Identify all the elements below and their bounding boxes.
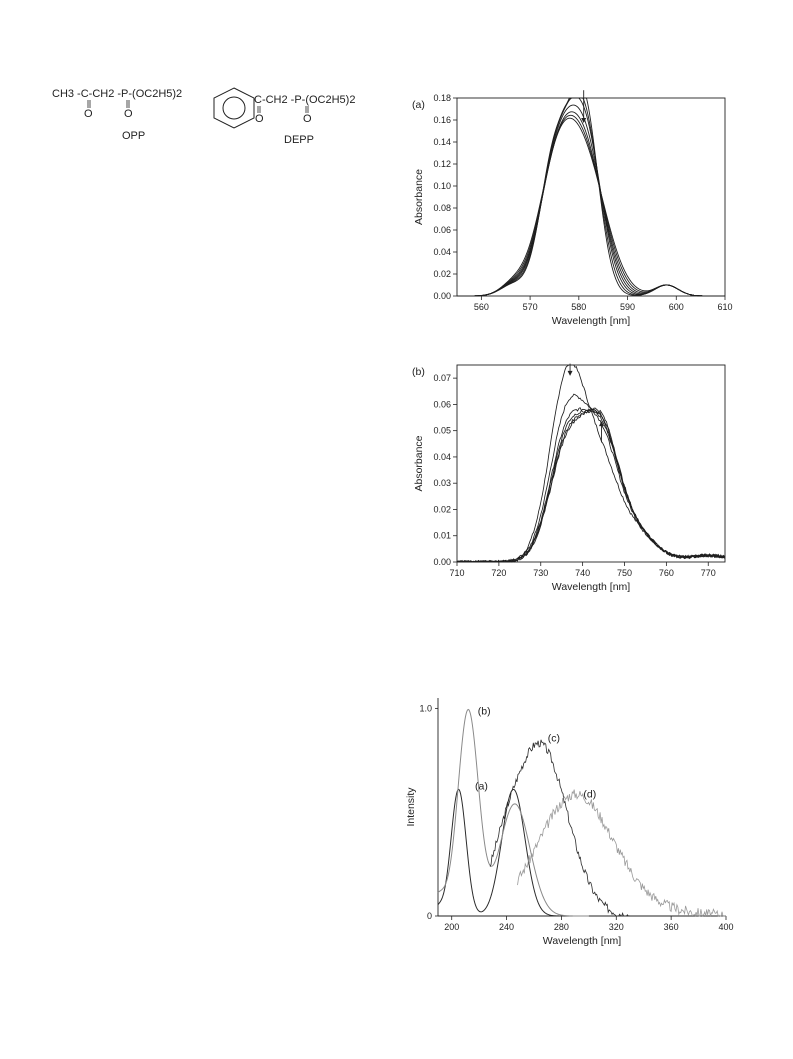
spectrum-line xyxy=(457,111,725,297)
spectrum-line xyxy=(457,97,725,297)
y-tick-label: 0.12 xyxy=(433,159,451,169)
x-tick-label: 320 xyxy=(609,922,624,932)
x-tick-label: 750 xyxy=(617,568,632,578)
depp-carbonyl-oxygen: O xyxy=(255,113,264,125)
y-tick-label: 0.04 xyxy=(433,247,451,257)
y-tick-label: 1.0 xyxy=(419,703,432,713)
y-tick-label: 0.18 xyxy=(433,93,451,103)
y-tick-label: 0.03 xyxy=(433,478,451,488)
x-tick-label: 200 xyxy=(444,922,459,932)
y-tick-label: 0.07 xyxy=(433,373,451,383)
series-line xyxy=(437,788,589,917)
panel-label-b: (b) xyxy=(412,366,425,378)
plot-frame xyxy=(456,364,726,563)
series-line xyxy=(437,708,589,917)
x-tick-label: 610 xyxy=(717,302,732,312)
y-tick-label: 0.01 xyxy=(433,531,451,541)
x-tick-label: 280 xyxy=(554,922,569,932)
arrowhead-icon xyxy=(598,421,604,427)
x-tick-label: 770 xyxy=(701,568,716,578)
y-tick-label: 0.02 xyxy=(433,269,451,279)
spectrum-line xyxy=(456,407,725,563)
x-tick-label: 360 xyxy=(664,922,679,932)
spectrum-line xyxy=(456,408,725,563)
series-label: (a) xyxy=(475,780,488,792)
y-tick-label: 0 xyxy=(427,911,432,921)
x-tick-label: 740 xyxy=(575,568,590,578)
opp-phosphoryl-oxygen: O xyxy=(124,108,133,120)
depp-phosphoryl-oxygen: O xyxy=(303,113,312,125)
opp-structure: CH3 -C-CH2 -P-(OC2H5)2 O O OPP xyxy=(52,86,192,166)
y-tick-label: 0.08 xyxy=(433,203,451,213)
spectrum-line xyxy=(456,408,725,563)
x-tick-label: 720 xyxy=(491,568,506,578)
spectrum-line xyxy=(457,97,725,297)
spectrum-line xyxy=(457,117,725,297)
y-axis-label: Absorbance xyxy=(413,435,425,491)
y-tick-label: 0.00 xyxy=(433,291,451,301)
chart-b-absorbance: 710 720 730 740 750 760 770 0.00 0.01 0.02 0.03 0.0… xyxy=(412,363,726,593)
spectrum-line xyxy=(456,393,725,563)
y-axis-label: Intensity xyxy=(405,787,417,827)
y-tick-label: 0.14 xyxy=(433,137,451,147)
plot-frame xyxy=(456,97,726,297)
series-label: (c) xyxy=(548,733,560,745)
x-axis-label: Wavelength [nm] xyxy=(552,315,630,327)
spectrum-line xyxy=(456,407,725,563)
depp-formula: C-CH2 -P-(OC2H5)2 xyxy=(254,94,356,106)
x-axis-label: Wavelength [nm] xyxy=(552,581,630,593)
x-axis-label: Wavelength [nm] xyxy=(543,935,621,947)
chart-a-absorbance: 560 570 580 590 600 610 0.00 0.02 0.04 0.06 0.08 0.… xyxy=(412,90,733,327)
x-tick-label: 240 xyxy=(499,922,514,932)
y-tick-label: 0.04 xyxy=(433,452,451,462)
depp-bonds xyxy=(257,106,309,113)
spectrum-line xyxy=(457,97,725,297)
x-tick-label: 710 xyxy=(449,568,464,578)
y-tick-label: 0.02 xyxy=(433,504,451,514)
y-tick-label: 0.05 xyxy=(433,426,451,436)
opp-caption: OPP xyxy=(122,130,146,142)
opp-carbonyl-oxygen: O xyxy=(84,108,93,120)
series-line xyxy=(489,739,630,917)
series-line xyxy=(517,789,726,917)
x-tick-label: 760 xyxy=(659,568,674,578)
x-tick-label: 600 xyxy=(669,302,684,312)
opp-formula: CH3 -C-CH2 -P-(OC2H5)2 xyxy=(52,88,183,100)
y-axis-label: Absorbance xyxy=(413,169,425,225)
series-label: (d) xyxy=(583,789,596,801)
depp-structure: C-CH2 -P-(OC2H5)2 O O DEPP xyxy=(208,86,388,166)
benzene-ring-icon xyxy=(213,87,255,129)
x-tick-label: 400 xyxy=(718,922,733,932)
y-tick-label: 0.16 xyxy=(433,115,451,125)
arrowhead-icon xyxy=(581,118,587,123)
x-tick-label: 560 xyxy=(474,302,489,312)
x-tick-label: 730 xyxy=(533,568,548,578)
opp-bonds xyxy=(87,100,130,108)
panel-label-a: (a) xyxy=(412,99,425,111)
depp-caption: DEPP xyxy=(284,134,314,146)
arrowhead-icon xyxy=(567,370,573,376)
x-tick-label: 580 xyxy=(571,302,586,312)
y-tick-label: 0.06 xyxy=(433,399,451,409)
y-tick-label: 0.06 xyxy=(433,225,451,235)
chart-intensity: 200 240 280 320 360 400 0 1.0 Wavelength [nm] Int… xyxy=(405,698,734,947)
x-tick-label: 590 xyxy=(620,302,635,312)
series-label: (b) xyxy=(478,706,491,718)
x-tick-label: 570 xyxy=(523,302,538,312)
y-tick-label: 0.00 xyxy=(433,557,451,567)
y-tick-label: 0.10 xyxy=(433,181,451,191)
spectrum-line xyxy=(456,364,725,563)
